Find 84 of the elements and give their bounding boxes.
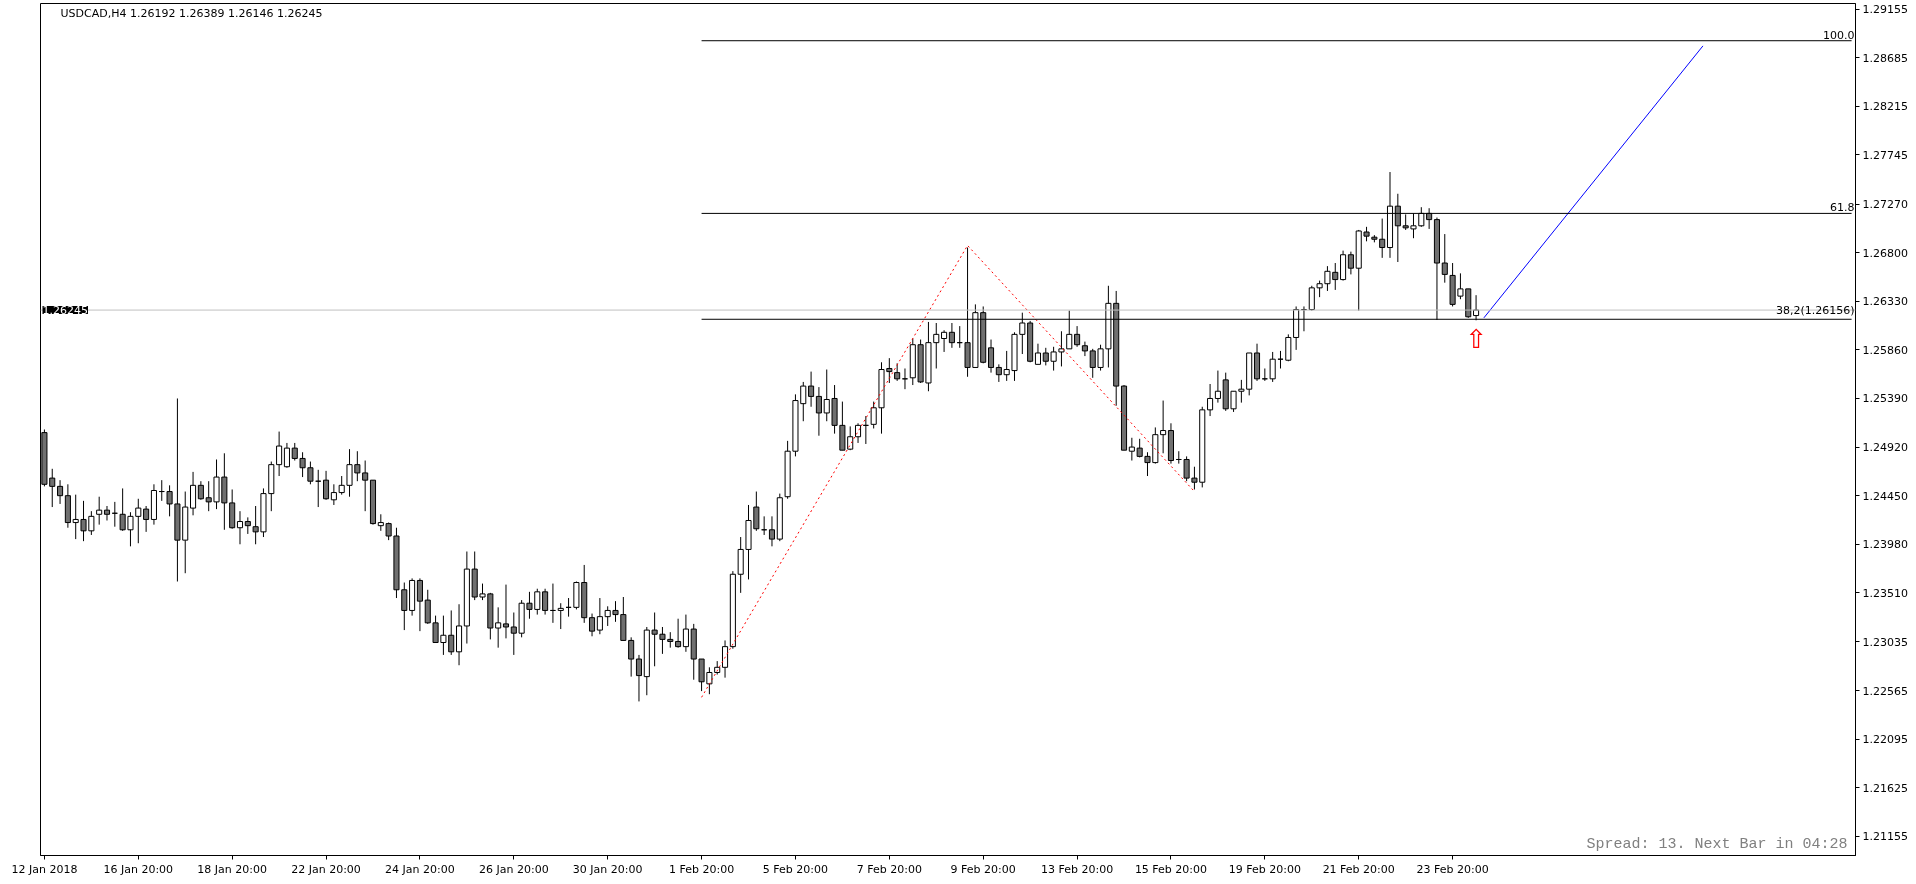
candlestick: [1058, 330, 1065, 367]
candlestick: [330, 483, 337, 506]
x-tick-label: 1 Feb 20:00: [668, 862, 735, 876]
y-tick-label: 1.23035: [1862, 635, 1908, 649]
y-tick-label: 1.23510: [1862, 586, 1908, 600]
candlestick: [675, 618, 682, 649]
y-tick-label: 1.22095: [1862, 733, 1908, 747]
candlestick: [166, 484, 173, 517]
x-tick-label: 12 Jan 2018: [11, 862, 78, 876]
x-tick-label: 9 Feb 20:00: [950, 862, 1016, 876]
ref-line-label: 1.26245: [42, 304, 88, 318]
x-tick-label: 24 Jan 20:00: [385, 862, 455, 876]
x-tick-label: 23 Feb 20:00: [1416, 862, 1489, 876]
candlestick: [987, 339, 995, 374]
candlestick: [236, 510, 244, 545]
candlestick: [416, 577, 423, 632]
y-tick-label: 1.22565: [1862, 684, 1908, 698]
y-tick-label: 1.24920: [1862, 441, 1908, 455]
candlestick: [933, 322, 940, 369]
candlestick: [1074, 325, 1081, 348]
candlestick: [197, 480, 204, 501]
y-tick-label: 1.25860: [1862, 343, 1908, 357]
x-tick-label: 16 Jan 20:00: [103, 862, 174, 876]
candlestick: [96, 496, 103, 526]
annotation: ⇧: [1465, 324, 1487, 355]
annotation: 61.8: [1830, 201, 1855, 215]
candlestick: [1379, 218, 1386, 259]
candlestick: [941, 329, 948, 353]
x-tick-label: 18 Jan 20:00: [197, 862, 267, 876]
y-tick-label: 1.27745: [1862, 148, 1908, 162]
candlestick: [1269, 351, 1276, 383]
x-tick-label: 5 Feb 20:00: [762, 862, 829, 876]
candlestick: [815, 386, 822, 437]
candlestick: [589, 613, 596, 637]
x-tick-label: 22 Jan 20:00: [291, 862, 361, 876]
annotation: 38,2(1.26156): [1776, 304, 1855, 318]
y-tick-label: 1.23980: [1862, 538, 1908, 552]
candlestick: [1441, 233, 1448, 284]
candlestick: [1183, 455, 1190, 482]
candlestick: [542, 588, 549, 616]
candlestick: [808, 371, 815, 408]
candlestick: [276, 431, 283, 477]
candlestick: [894, 362, 901, 382]
y-tick-label: 1.25390: [1862, 392, 1908, 406]
annotation: Spread: 13. Next Bar in 04:28: [1586, 835, 1848, 853]
candlestick: [424, 589, 431, 625]
candlestick: [768, 515, 776, 547]
y-tick-label: 1.26800: [1862, 246, 1908, 260]
x-tick-label: 7 Feb 20:00: [856, 862, 922, 876]
x-tick-label: 19 Feb 20:00: [1228, 862, 1301, 876]
candlestick: [721, 639, 729, 679]
candlestick: [1034, 343, 1042, 365]
x-tick-label: 15 Feb 20:00: [1134, 862, 1208, 876]
candlestick: [323, 470, 330, 501]
candlestick: [948, 322, 955, 349]
candlestick: [682, 614, 689, 653]
candlestick: [190, 471, 197, 516]
candlestick: [1214, 370, 1221, 404]
y-tick-label: 1.26330: [1862, 295, 1908, 309]
chart-title: USDCAD,H4 1.26192 1.26389 1.26146 1.26245: [60, 6, 323, 20]
candlestick: [1081, 341, 1088, 357]
y-tick-label: 1.27270: [1862, 198, 1908, 212]
y-tick-label: 1.29155: [1862, 3, 1908, 17]
x-tick-label: 26 Jan 20:00: [478, 862, 549, 876]
x-tick-label: 13 Feb 20:00: [1041, 862, 1114, 876]
y-tick-label: 1.24450: [1862, 489, 1908, 503]
candlestick: [628, 636, 635, 678]
candlestick: [1207, 383, 1214, 417]
candlestick: [143, 505, 150, 533]
y-tick-label: 1.28215: [1862, 100, 1908, 114]
x-tick-label: 30 Jan 20:00: [572, 862, 643, 876]
y-tick-label: 1.28685: [1862, 51, 1908, 65]
candlestick: [502, 584, 510, 639]
y-tick-label: 1.21155: [1862, 830, 1908, 844]
candlestick: [1160, 400, 1167, 454]
candlestick: [103, 505, 111, 521]
candlestick: [1347, 251, 1354, 275]
y-tick-label: 1.21625: [1862, 781, 1908, 795]
x-tick-label: 21 Feb 20:00: [1322, 862, 1395, 876]
candlestick: [283, 442, 290, 469]
annotation: 100.0: [1823, 28, 1855, 42]
candlestick: [57, 479, 64, 505]
candlestick: [635, 654, 643, 702]
candlestick: [557, 602, 564, 630]
